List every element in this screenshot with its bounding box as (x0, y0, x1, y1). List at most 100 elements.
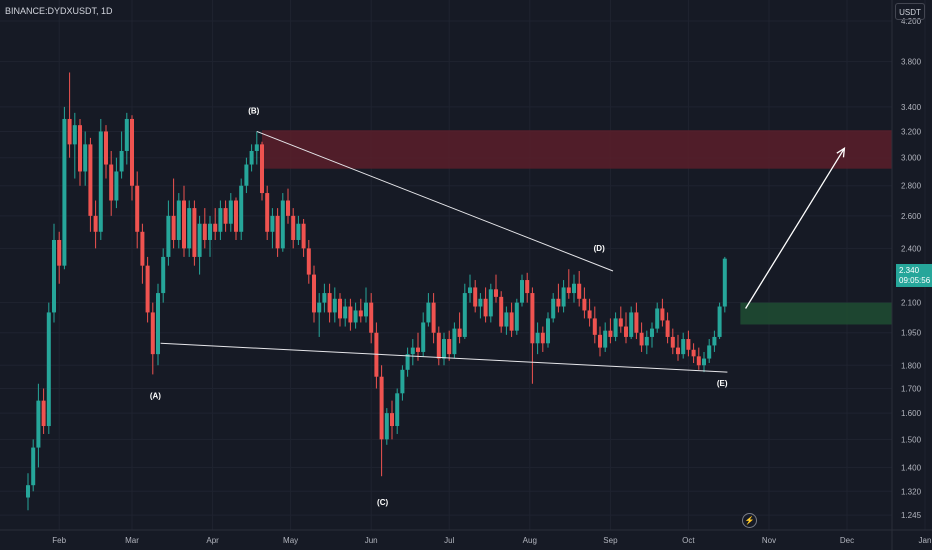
candle (566, 269, 571, 299)
time-tick-label: Jul (444, 536, 454, 545)
time-tick-label: Mar (125, 536, 139, 545)
candle (634, 302, 639, 340)
candle (332, 287, 337, 323)
candle (78, 118, 82, 186)
time-tick-label: Jun (365, 536, 378, 545)
candle (72, 112, 77, 179)
candle (426, 293, 431, 327)
candle (468, 274, 472, 303)
candle (676, 334, 680, 361)
candle-body (218, 208, 223, 232)
candle (171, 178, 176, 249)
projection-arrow-head (836, 147, 846, 158)
price-tick-label: 1.950 (901, 329, 922, 338)
candle-body (426, 302, 431, 323)
candle (57, 231, 62, 284)
candle-body (322, 293, 327, 303)
candle-body (577, 283, 582, 299)
candle-body (353, 310, 358, 323)
candle (26, 473, 30, 511)
candle-body (624, 326, 628, 337)
time-tick-label: Apr (206, 536, 219, 545)
candle-body (140, 231, 145, 266)
price-tick-label: 2.100 (901, 299, 922, 308)
bolt-icon[interactable]: ⚡ (742, 513, 757, 528)
candle (494, 274, 498, 303)
candle-body (296, 223, 301, 240)
candle (343, 298, 348, 327)
candle (681, 332, 686, 359)
candle-body (644, 336, 649, 346)
candle (296, 215, 301, 245)
candle-body (431, 302, 436, 333)
candle (421, 312, 426, 357)
candle (525, 272, 530, 303)
candle (582, 287, 587, 319)
candle-body (421, 322, 426, 352)
candle-body (338, 298, 342, 319)
candle-body (280, 200, 285, 249)
candle (93, 200, 98, 249)
candle-body (416, 347, 420, 352)
candle-body (702, 358, 706, 366)
candle (104, 125, 108, 179)
candle (686, 330, 691, 357)
candle (452, 322, 457, 359)
candle (182, 185, 186, 257)
candle-body (270, 215, 275, 232)
candle-body (88, 144, 93, 216)
candle-body (462, 293, 467, 337)
time-tick-label: Feb (52, 536, 66, 545)
candle-body (587, 310, 592, 319)
price-tick-label: 1.600 (901, 409, 922, 418)
candle (322, 283, 327, 313)
candle-body (41, 400, 46, 427)
candle (707, 339, 712, 364)
candle (530, 287, 535, 384)
candle (192, 200, 197, 266)
candle (52, 223, 56, 323)
candle (176, 193, 181, 249)
candle-body (665, 320, 670, 337)
candle-body (395, 393, 400, 427)
candle-body (494, 289, 498, 297)
candle (187, 200, 192, 257)
candle (400, 365, 405, 401)
candle (130, 115, 134, 201)
drawings-layer: (A) (B) (C) (D) (E) (150, 106, 846, 507)
candle-body (608, 330, 613, 337)
candle-body (618, 318, 623, 327)
candle-body (192, 208, 197, 257)
candle (156, 283, 160, 366)
candle (166, 200, 171, 266)
candle (223, 200, 228, 232)
candle-body (130, 118, 134, 186)
currency-button[interactable]: USDT (895, 3, 925, 20)
time-tick-label: May (283, 536, 298, 545)
candle-body (223, 208, 228, 224)
candle-body (509, 312, 514, 331)
candle (504, 306, 509, 335)
candle (348, 298, 353, 331)
candle (306, 239, 311, 284)
price-tick-label: 4.200 (901, 17, 922, 26)
price-tick-label: 3.800 (901, 58, 922, 67)
candle (431, 293, 436, 344)
candle-body (260, 144, 264, 194)
candle (379, 365, 384, 477)
candle-body (197, 223, 202, 257)
candle-body (36, 400, 41, 448)
candle-body (52, 239, 56, 313)
candle-body (676, 347, 680, 355)
candle (405, 347, 410, 377)
candle-body (488, 289, 493, 317)
candle (598, 326, 602, 357)
resistance-zone (262, 130, 892, 169)
symbol-label[interactable]: BINANCE:DYDXUSDT, 1D (5, 6, 113, 16)
candle-body (249, 150, 254, 165)
candle-body (384, 413, 389, 440)
candle (436, 326, 441, 366)
candle-body (26, 485, 30, 498)
candle-body (561, 287, 566, 307)
